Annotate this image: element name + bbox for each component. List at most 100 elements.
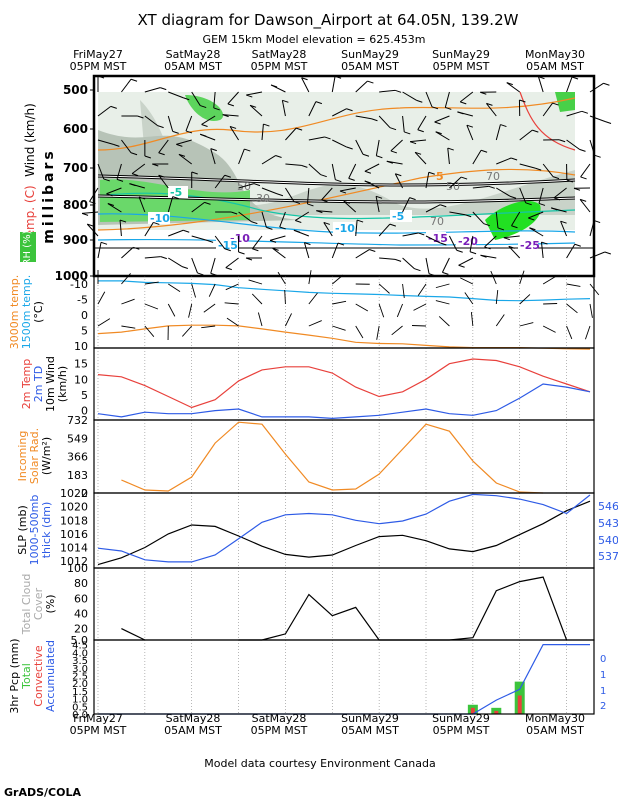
surface-ytick-label: 15 <box>74 358 88 371</box>
wind-barb <box>98 292 105 304</box>
pressure-ytick-label: 1016 <box>60 528 88 541</box>
upper-ytick-label: -10 <box>70 278 88 291</box>
wind-barb <box>397 304 402 317</box>
wind-barb <box>98 319 110 326</box>
wind-barb-flag <box>605 121 611 123</box>
wind-barb <box>225 303 239 304</box>
contour-label: 70 <box>430 215 444 228</box>
wind-barb <box>285 290 286 304</box>
chart-title: XT diagram for Dawson_Airport at 64.05N,… <box>138 11 519 30</box>
time-label-time: 05PM MST <box>251 60 308 73</box>
xt-ytick-label: 800 <box>63 198 88 212</box>
panel-ylabel: (%) <box>44 594 57 613</box>
wind-barb-flag <box>603 83 609 85</box>
time-label-time: 05AM MST <box>164 724 222 737</box>
series-line <box>98 384 590 418</box>
pressure-frame <box>94 493 594 568</box>
cloud-ytick-label: 100 <box>67 562 88 575</box>
series-line <box>121 577 566 640</box>
solar-ytick-label: 732 <box>67 414 88 427</box>
upper-ytick-label: 0 <box>81 309 88 322</box>
pressure-y2tick-label: 537 <box>598 550 618 563</box>
wind-barb <box>567 326 572 339</box>
wind-barb <box>121 299 134 304</box>
precip-bar-convective <box>518 696 522 715</box>
time-label-time: 05AM MST <box>526 60 584 73</box>
series-line <box>98 494 590 562</box>
wind-barb <box>168 304 175 316</box>
precip-y2tick-label: 2 <box>600 701 606 712</box>
pressure-ytick-label: 1022 <box>60 487 88 500</box>
precip-y2tick-label: 0 <box>600 654 606 665</box>
wind-barb-flag <box>605 252 611 254</box>
contour-label: -5 <box>170 186 182 199</box>
wind-barb <box>332 326 345 330</box>
pressure-y2tick-label: 543 <box>598 517 618 530</box>
panel-ylabel: (°C) <box>32 301 45 323</box>
precip-y2tick-label: 1 <box>600 670 606 681</box>
wind-barb <box>379 284 389 293</box>
wind-barb <box>258 312 262 326</box>
wind-barb <box>285 313 291 326</box>
footer: Model data courtesy Environment Canada <box>204 757 435 770</box>
xt-wind-label: Wind (km/h) <box>23 103 37 177</box>
wind-barb-flag <box>82 213 88 215</box>
cloud-ytick-label: 20 <box>74 623 88 636</box>
cloud-ytick-label: 60 <box>74 592 88 605</box>
wind-barb <box>392 326 403 335</box>
contour-label: 5 <box>436 170 444 183</box>
contour-label: -10 <box>335 222 355 235</box>
wind-barb <box>436 301 450 304</box>
wind-barb <box>567 304 578 313</box>
time-label-time: 05AM MST <box>526 724 584 737</box>
wind-barb <box>585 326 590 339</box>
wind-barb <box>356 326 363 338</box>
solar-ytick-label: 549 <box>67 432 88 445</box>
contour-label: -25 <box>520 239 540 252</box>
wind-barb <box>496 315 504 326</box>
surface-ytick-label: 5 <box>81 389 88 402</box>
credit: GrADS/COLA <box>4 786 81 799</box>
contour-label: 30 <box>256 192 270 205</box>
wind-barb <box>121 326 135 328</box>
pressure-ytick-label: 1018 <box>60 514 88 527</box>
series-line <box>98 501 590 564</box>
wind-barb <box>567 284 581 286</box>
wind-barb-flag <box>595 155 601 157</box>
wind-barb <box>418 284 426 296</box>
pressure-ytick-label: 1020 <box>60 501 88 514</box>
time-label-time: 05PM MST <box>433 60 490 73</box>
panel-ylabel: (W/m²) <box>40 437 53 475</box>
wind-barb <box>520 323 534 326</box>
pressure-y2tick-label: 546 <box>598 500 618 513</box>
wind-barb <box>192 284 196 297</box>
wind-barb <box>436 284 450 288</box>
wind-barb <box>309 293 318 304</box>
wind-barb <box>379 304 384 317</box>
wind-barb <box>543 326 555 332</box>
panel-ylabel: thick (dm) <box>40 502 53 559</box>
wind-barb <box>543 277 555 284</box>
wind-barb <box>189 304 192 318</box>
xt-ytick-label: 500 <box>63 83 88 97</box>
time-label-time: 05AM MST <box>164 60 222 73</box>
wind-barb <box>460 278 473 284</box>
time-label-time: 05PM MST <box>433 724 490 737</box>
xt-ytick-label: 900 <box>63 233 88 247</box>
wind-barb <box>309 321 322 326</box>
panel-ylabel: Accumulated <box>44 640 57 712</box>
contour-label: -20 <box>458 235 478 248</box>
wind-barb <box>249 280 262 284</box>
time-label-time: 05PM MST <box>251 724 308 737</box>
wind-barb <box>439 316 449 326</box>
pressure-ytick-label: 1014 <box>60 542 88 555</box>
surface-ytick-label: 10 <box>74 373 88 386</box>
cloud-frame <box>94 568 594 640</box>
time-label-time: 05PM MST <box>70 60 127 73</box>
cloud-ytick-label: 80 <box>74 577 88 590</box>
wind-barb <box>204 304 215 312</box>
contour-label: -5 <box>392 210 404 223</box>
